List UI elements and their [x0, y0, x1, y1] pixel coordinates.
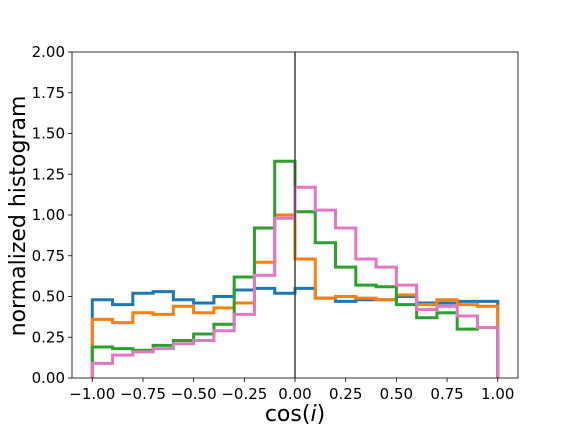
x-tick-label: 1.00	[481, 385, 514, 403]
y-tick-label: 0.75	[32, 247, 65, 265]
x-axis: −1.00 −0.75 −0.50 −0.25 0.00 0.25 0.50 0.75 1.00	[69, 378, 514, 403]
x-tick-label: −0.50	[171, 385, 217, 403]
y-axis: 0.00 0.25 0.50 0.75 1.00 1.25 1.50 1.75 2.00	[32, 43, 72, 387]
x-axis-label: cos(i)	[265, 402, 325, 427]
x-axis-label-close: )	[317, 402, 326, 427]
x-tick-label: 0.75	[430, 385, 463, 403]
x-tick-label: 0.50	[380, 385, 413, 403]
plot-frame	[71, 51, 519, 379]
y-tick-label: 2.00	[32, 43, 65, 61]
y-tick-label: 0.00	[32, 369, 65, 387]
plot-area	[90, 52, 500, 378]
x-axis-label-text: cos(	[265, 402, 311, 427]
y-tick-label: 1.50	[32, 125, 65, 143]
x-tick-label: −0.25	[221, 385, 267, 403]
y-tick-label: 0.25	[32, 328, 65, 346]
y-tick-label: 1.75	[32, 84, 65, 102]
y-tick-label: 1.25	[32, 165, 65, 183]
x-tick-label: −0.75	[120, 385, 166, 403]
y-axis-label: normalized histogram	[6, 96, 31, 337]
y-tick-label: 0.50	[32, 288, 65, 306]
x-tick-label: −1.00	[69, 385, 115, 403]
x-axis-label-italic: i	[310, 402, 316, 427]
x-tick-label: 0.00	[278, 385, 311, 403]
x-tick-label: 0.25	[329, 385, 362, 403]
y-tick-label: 1.00	[32, 206, 65, 224]
